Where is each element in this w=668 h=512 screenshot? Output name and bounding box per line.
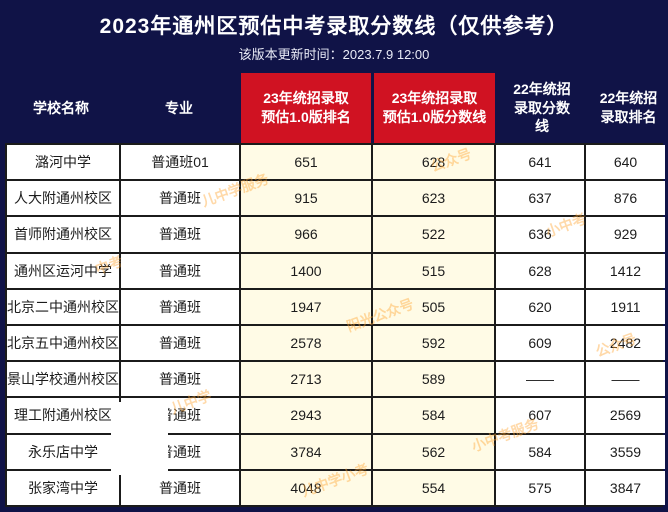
table-cell: 515 [373,253,494,288]
header-line: 22年统招 [599,90,658,107]
table-cell: 876 [586,181,665,216]
score-table: 学校名称 专业 23年统招录取 预估1.0版排名 23年统招录取 预估1.0版分数线 22年… [5,73,668,507]
table-cell: 966 [241,217,371,252]
header-line: 23年统招录取 [263,90,349,107]
white-sticker-overlay [111,402,168,475]
table-cell: 637 [496,181,584,216]
table-cell: 普通班 [121,181,239,216]
page-title: 2023年通州区预估中考录取分数线（仅供参考） [99,15,569,38]
table-cell: 1400 [241,253,371,288]
school-name-cell: 北京五中通州校区 [7,326,119,361]
header-line: 22年统招 [513,80,571,97]
table-cell: 2578 [241,326,371,361]
header-cell-rank23: 23年统招录取 预估1.0版排名 [241,73,371,143]
school-name-cell: 张家湾中学 [7,470,119,505]
table-cell: 2569 [586,398,665,433]
header-line: 23年统招录取 [391,90,478,107]
school-name-cell: 永乐店中学 [7,434,119,469]
header-cell-program: 专业 [120,73,238,143]
school-name-cell: 北京二中通州校区 [7,289,119,324]
table-cell: 651 [241,145,371,180]
header-cell-score23: 23年统招录取 预估1.0版分数线 [374,73,495,143]
update-time: 该版本更新时间：2023.7.9 12:00 [238,47,430,62]
table-cell: 普通班 [121,289,239,324]
table-cell: 623 [373,181,494,216]
header-line: 专业 [165,99,193,116]
table-cell: 普通班01 [121,145,239,180]
table-cell: 普通班 [121,470,239,505]
table-cell: 2713 [241,362,371,397]
header-line: 录取分数 [514,99,570,116]
table-cell: 2482 [586,326,665,361]
header-cell-rank22: 22年统招录取排名 [589,73,668,143]
header-line: 预估1.0版排名 [261,109,351,125]
header-line: 线 [535,118,549,135]
table-cell: 505 [373,289,494,324]
school-name-cell: 潞河中学 [7,145,119,180]
school-name-cell: 人大附通州校区 [7,181,119,216]
table-cell: 636 [496,217,584,252]
table-cell: 584 [496,434,584,469]
table-cell: —— [586,362,665,397]
school-name-cell: 首师附通州校区 [7,217,119,252]
table-cell: 592 [373,326,494,361]
table-cell: 584 [373,398,494,433]
header-line: 学校名称 [33,99,89,116]
table-cell: 3559 [586,434,665,469]
table-cell: 522 [373,217,494,252]
table-cell: 915 [241,181,371,216]
table-cell: 1412 [586,253,665,288]
table-cell: 554 [373,470,494,505]
table-cell: 普通班 [121,362,239,397]
table-cell: 3784 [241,434,371,469]
table-cell: 628 [373,145,494,180]
table-cell: 普通班 [121,217,239,252]
school-name-cell: 通州区运河中学 [7,253,119,288]
table-cell: 562 [373,434,494,469]
table-cell: 607 [496,398,584,433]
table-cell: 3847 [586,470,665,505]
header-line: 预估1.0版分数线 [382,109,487,125]
table-cell: 2943 [241,398,371,433]
table-cell: 641 [496,145,584,180]
table-cell: 1947 [241,289,371,324]
table-cell: 640 [586,145,665,180]
table-cell: 628 [496,253,584,288]
table-cell: 1911 [586,289,665,324]
table-cell: 929 [586,217,665,252]
table-header-row: 学校名称 专业 23年统招录取 预估1.0版排名 23年统招录取 预估1.0版分数线 22年… [5,73,668,143]
header-cell-school: 学校名称 [5,73,117,143]
table-cell: 普通班 [121,326,239,361]
table-body: 潞河中学 普通班01 651 628 641 640 人大附通州校区 普通班 915 623 637… [5,143,665,507]
school-name-cell: 理工附通州校区 [7,398,119,433]
table-cell: —— [496,362,584,397]
table-cell: 4048 [241,470,371,505]
table-cell: 575 [496,470,584,505]
header-cell-score22: 22年统招录取分数线 [498,73,586,143]
table-cell: 620 [496,289,584,324]
table-cell: 609 [496,326,584,361]
table-cell: 589 [373,362,494,397]
table-cell: 普通班 [121,253,239,288]
school-name-cell: 景山学校通州校区 [7,362,119,397]
header-line: 录取排名 [600,109,657,125]
